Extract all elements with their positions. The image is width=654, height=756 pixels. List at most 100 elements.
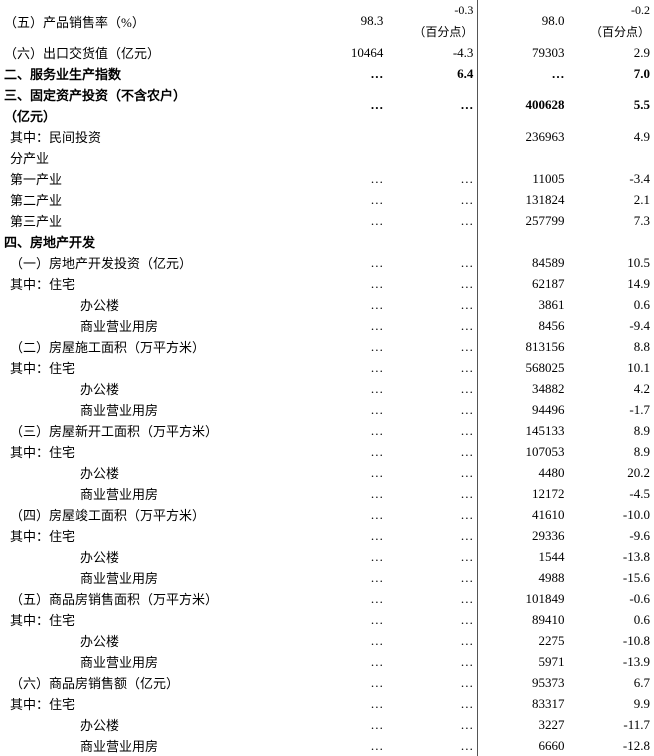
cell: …: [302, 462, 388, 483]
row-label: （三）房屋新开工面积（万平方米）: [0, 420, 302, 441]
cell: -0.6: [568, 588, 654, 609]
cell: -13.9: [568, 651, 654, 672]
cell: …: [387, 630, 478, 651]
cell: 14.9: [568, 273, 654, 294]
cell: [478, 147, 569, 168]
cell: …: [302, 273, 388, 294]
cell: -9.4: [568, 315, 654, 336]
cell: …: [302, 504, 388, 525]
cell: …: [387, 441, 478, 462]
cell: …: [387, 672, 478, 693]
cell: …: [387, 210, 478, 231]
cell: …: [387, 357, 478, 378]
cell: …: [387, 483, 478, 504]
cell: …: [302, 315, 388, 336]
cell: …: [302, 168, 388, 189]
cell: …: [387, 525, 478, 546]
row-label: （二）房屋施工面积（万平方米）: [0, 336, 302, 357]
cell: …: [387, 378, 478, 399]
cell: …: [302, 294, 388, 315]
cell: …: [387, 651, 478, 672]
cell: 2.9: [568, 42, 654, 63]
cell: …: [302, 609, 388, 630]
row-label: 商业营业用房: [0, 735, 302, 756]
cell: …: [302, 525, 388, 546]
cell: …: [302, 441, 388, 462]
cell: 4.2: [568, 378, 654, 399]
cell: …: [387, 462, 478, 483]
row-label: 其中：住宅: [0, 273, 302, 294]
cell: …: [387, 315, 478, 336]
cell: …: [302, 714, 388, 735]
cell: 107053: [478, 441, 569, 462]
cell: …: [302, 63, 388, 84]
cell: 9.9: [568, 693, 654, 714]
cell: 79303: [478, 42, 569, 63]
cell: 4.9: [568, 126, 654, 147]
row-label: 办公楼: [0, 630, 302, 651]
row-label: 三、固定资产投资（不含农户）: [0, 84, 302, 105]
row-label: 其中：住宅: [0, 693, 302, 714]
cell: 84589: [478, 252, 569, 273]
cell: 2.1: [568, 189, 654, 210]
cell: …: [302, 252, 388, 273]
cell: [568, 147, 654, 168]
cell: …: [387, 273, 478, 294]
cell: …: [387, 252, 478, 273]
cell: -1.7: [568, 399, 654, 420]
cell: -0.2: [568, 0, 654, 21]
cell: …: [387, 84, 478, 126]
row-label: 四、房地产开发: [0, 231, 302, 252]
cell: 5.5: [568, 84, 654, 126]
cell: 101849: [478, 588, 569, 609]
cell: …: [387, 546, 478, 567]
cell: …: [387, 504, 478, 525]
cell: 2275: [478, 630, 569, 651]
cell: -10.8: [568, 630, 654, 651]
cell: 813156: [478, 336, 569, 357]
cell: …: [302, 567, 388, 588]
row-label: （一）房地产开发投资（亿元）: [0, 252, 302, 273]
cell: 20.2: [568, 462, 654, 483]
cell: …: [387, 714, 478, 735]
row-label: 商业营业用房: [0, 315, 302, 336]
cell: …: [302, 420, 388, 441]
cell: 0.6: [568, 609, 654, 630]
cell: …: [387, 567, 478, 588]
cell: 29336: [478, 525, 569, 546]
cell: 89410: [478, 609, 569, 630]
cell: -13.8: [568, 546, 654, 567]
stats-table: （五）产品销售率（%）98.3-0.398.0-0.2（百分点）（百分点）（六）…: [0, 0, 654, 756]
cell: 6.4: [387, 63, 478, 84]
cell: 12172: [478, 483, 569, 504]
cell: …: [302, 630, 388, 651]
cell: …: [302, 735, 388, 756]
cell: 4480: [478, 462, 569, 483]
row-label: （六）商品房销售额（亿元）: [0, 672, 302, 693]
cell: …: [387, 588, 478, 609]
cell: -9.6: [568, 525, 654, 546]
cell: 257799: [478, 210, 569, 231]
row-label: 二、服务业生产指数: [0, 63, 302, 84]
row-label: （六）出口交货值（亿元）: [0, 42, 302, 63]
cell: 10464: [302, 42, 388, 63]
cell: …: [302, 546, 388, 567]
row-label: （四）房屋竣工面积（万平方米）: [0, 504, 302, 525]
cell: [302, 147, 388, 168]
cell: …: [387, 399, 478, 420]
cell: [302, 231, 388, 252]
cell: …: [387, 189, 478, 210]
cell: 10.5: [568, 252, 654, 273]
row-label: 商业营业用房: [0, 399, 302, 420]
cell: 6660: [478, 735, 569, 756]
cell: 98.0: [478, 0, 569, 42]
cell: [387, 231, 478, 252]
cell: …: [387, 693, 478, 714]
cell: …: [302, 189, 388, 210]
cell: -12.8: [568, 735, 654, 756]
cell: [387, 147, 478, 168]
cell: 34882: [478, 378, 569, 399]
row-label: （五）产品销售率（%）: [0, 0, 302, 42]
cell: （百分点）: [387, 21, 478, 42]
cell: 7.3: [568, 210, 654, 231]
